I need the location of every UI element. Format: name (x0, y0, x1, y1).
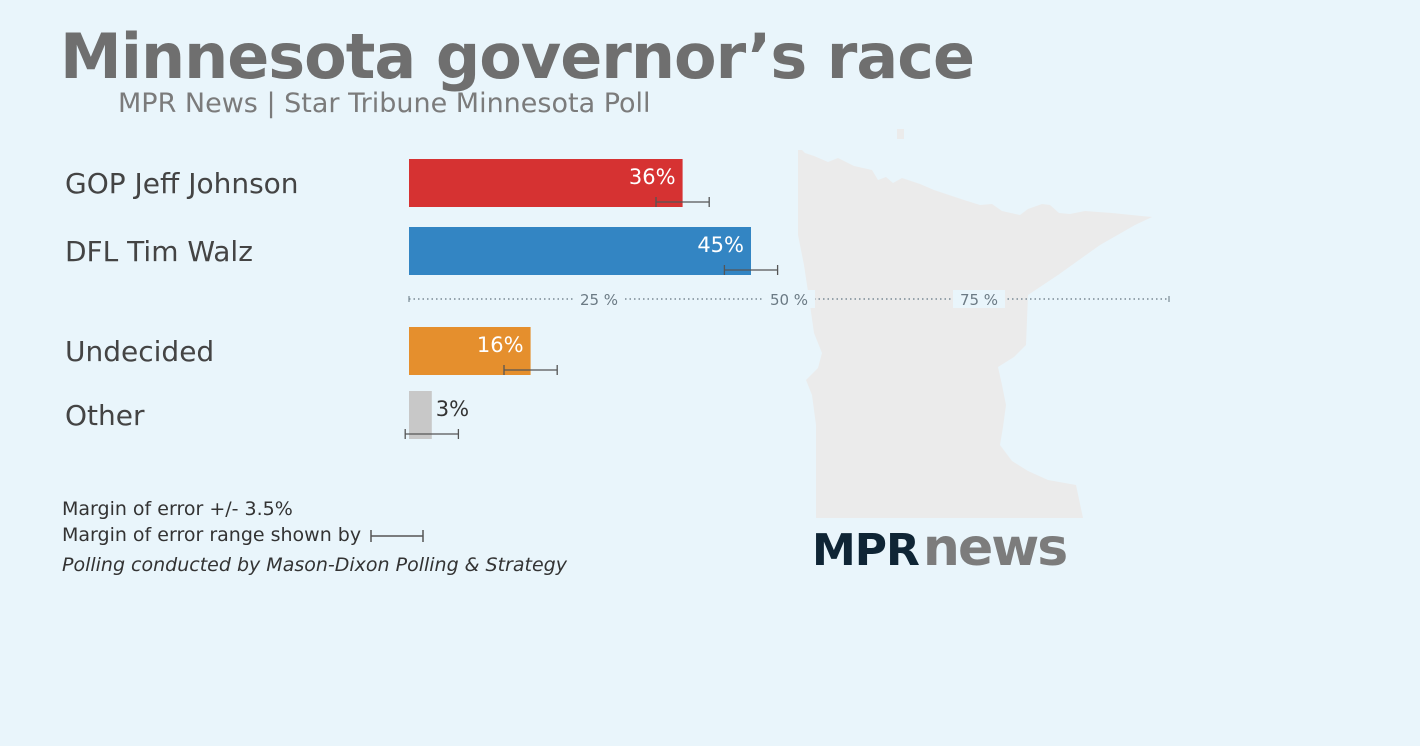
x-tick-label: 75 % (960, 291, 998, 309)
data-label: 36% (629, 165, 676, 189)
margin-of-error-range-note: Margin of error range shown by (62, 522, 567, 548)
data-label: 45% (697, 233, 744, 257)
category-label: DFL Tim Walz (65, 235, 253, 268)
bar (409, 159, 683, 207)
bar-row: Undecided 16% (65, 327, 558, 375)
chart-notes: Margin of error +/- 3.5% Margin of error… (62, 496, 567, 578)
data-label: 3% (436, 397, 469, 421)
error-bar-sample-icon (370, 529, 424, 542)
tick-label-background (763, 290, 815, 308)
tick-label-background (573, 290, 625, 308)
chart-title: Minnesota governor’s race (60, 20, 975, 93)
error-bar (503, 365, 558, 375)
bar-row: GOP Jeff Johnson 36% (65, 159, 710, 207)
margin-of-error-note: Margin of error +/- 3.5% (62, 498, 293, 520)
bar-row: DFL Tim Walz 45% (65, 227, 779, 275)
logo-mpr-text: MPR (812, 525, 920, 576)
logo-news-text: news (922, 518, 1068, 578)
tick-label-background (953, 290, 1005, 308)
chart-subtitle: MPR News | Star Tribune Minnesota Poll (118, 88, 651, 119)
bar-row: Other 3% (65, 391, 469, 439)
error-bar (723, 265, 779, 275)
x-tick-label: 25 % (580, 291, 618, 309)
polling-credit: Polling conducted by Mason-Dixon Polling… (62, 554, 567, 576)
bar (409, 391, 432, 439)
data-label: 16% (477, 333, 524, 357)
x-tick-label: 50 % (770, 291, 808, 309)
category-label: Other (65, 399, 145, 432)
minnesota-map-icon (798, 129, 1152, 518)
mpr-news-logo: MPRnews (812, 522, 1068, 576)
category-label: GOP Jeff Johnson (65, 167, 299, 200)
bar (409, 227, 751, 275)
margin-of-error-range-label: Margin of error range shown by (62, 524, 362, 546)
error-bar (404, 429, 460, 439)
bar (409, 327, 531, 375)
error-bar (655, 197, 710, 207)
category-label: Undecided (65, 335, 214, 368)
